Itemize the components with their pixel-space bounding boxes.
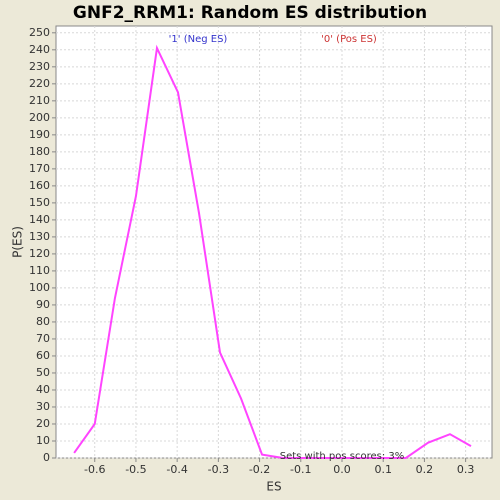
x-tick-label: 0.3 (457, 463, 475, 476)
plot-area (55, 25, 493, 459)
y-tick-label: 170 (29, 162, 50, 175)
x-tick-label: -0.3 (208, 463, 229, 476)
y-tick-label: 240 (29, 43, 50, 56)
y-tick-label: 230 (29, 60, 50, 73)
y-tick-label: 120 (29, 247, 50, 260)
x-tick-label: 0.0 (333, 463, 351, 476)
y-tick-label: 100 (29, 281, 50, 294)
y-tick-label: 130 (29, 230, 50, 243)
y-axis-label: P(ES) (11, 226, 25, 258)
x-tick-label: -0.1 (290, 463, 311, 476)
x-tick-label: 0.1 (374, 463, 392, 476)
y-tick-label: 60 (36, 349, 50, 362)
y-tick-label: 210 (29, 94, 50, 107)
y-tick-label: 10 (36, 434, 50, 447)
x-tick-label: -0.5 (125, 463, 146, 476)
data-line (73, 44, 472, 459)
y-tick-label: 200 (29, 111, 50, 124)
y-tick-label: 160 (29, 179, 50, 192)
y-tick-label: 90 (36, 298, 50, 311)
x-axis-label: ES (266, 480, 281, 494)
y-tick-label: 50 (36, 366, 50, 379)
y-tick-label: 70 (36, 332, 50, 345)
annotation: '1' (Neg ES) (169, 34, 228, 45)
annotation: Sets with pos scores: 3% (280, 451, 405, 462)
y-tick-label: 150 (29, 196, 50, 209)
y-tick-label: 110 (29, 264, 50, 277)
y-tick-label: 30 (36, 400, 50, 413)
y-tick-label: 140 (29, 213, 50, 226)
y-tick-label: 220 (29, 77, 50, 90)
x-tick-label: -0.6 (84, 463, 105, 476)
chart-title: GNF2_RRM1: Random ES distribution (73, 3, 427, 23)
x-tick-label: 0.2 (416, 463, 434, 476)
y-tick-label: 0 (43, 451, 50, 464)
y-tick-label: 40 (36, 383, 50, 396)
x-tick-label: -0.2 (249, 463, 270, 476)
y-tick-label: 80 (36, 315, 50, 328)
y-tick-label: 180 (29, 145, 50, 158)
y-tick-label: 250 (29, 26, 50, 39)
x-tick-label: -0.4 (166, 463, 187, 476)
y-tick-label: 190 (29, 128, 50, 141)
annotation: '0' (Pos ES) (321, 34, 377, 45)
y-tick-label: 20 (36, 417, 50, 430)
